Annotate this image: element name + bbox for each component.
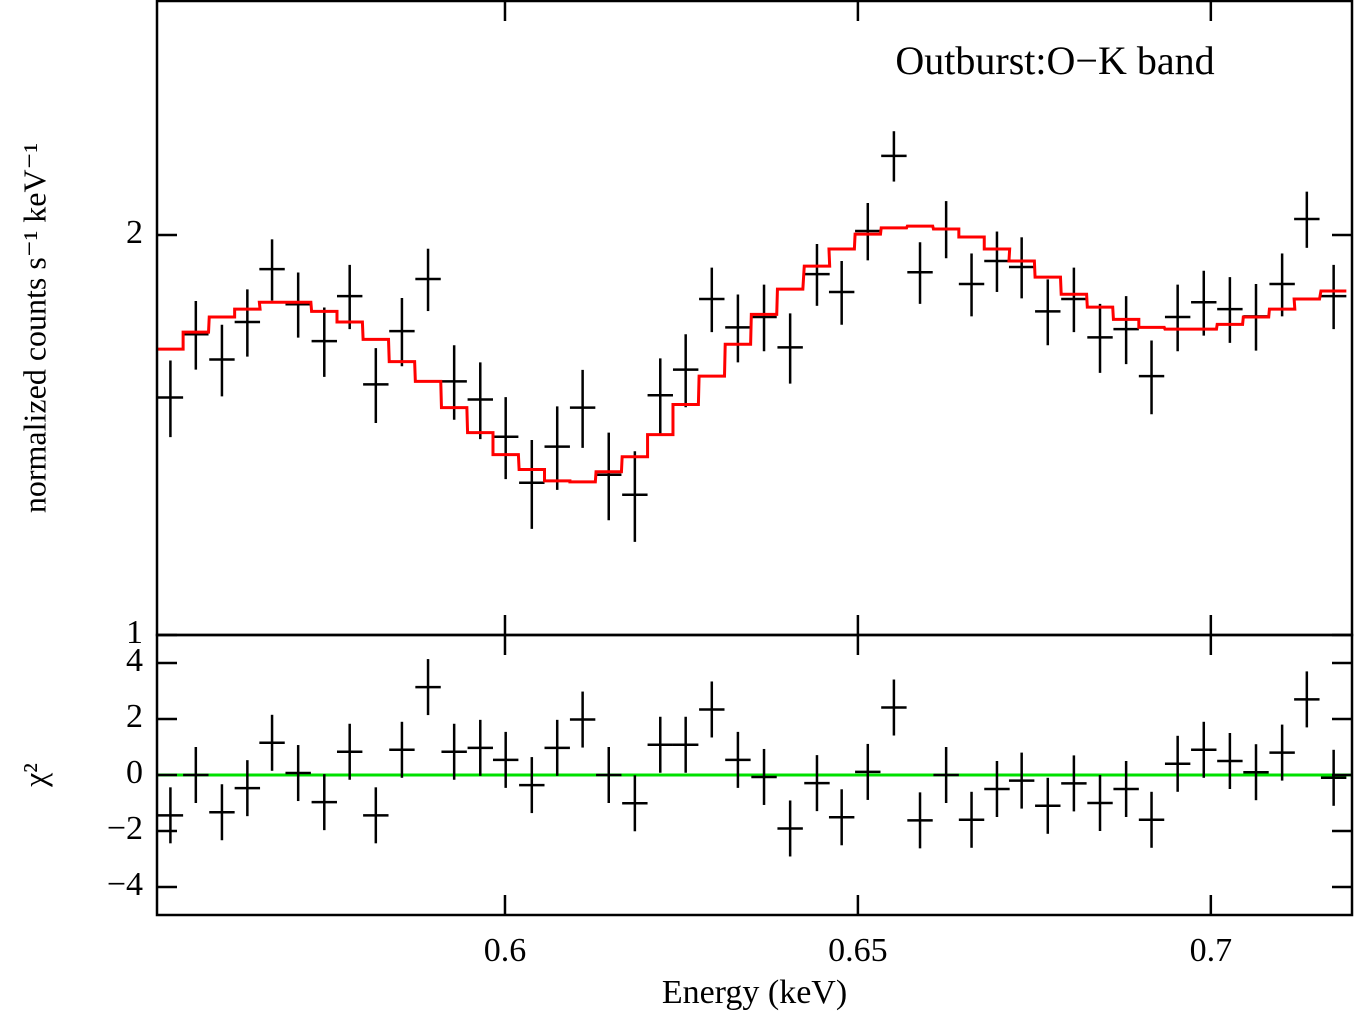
- y-tick-label: −2: [107, 810, 143, 847]
- x-tick-label: 0.7: [1190, 932, 1233, 969]
- y-axis-label: χ²: [16, 763, 52, 788]
- y-tick-label: 4: [126, 642, 143, 679]
- annotation: Outburst:O−K band: [895, 38, 1214, 83]
- y-axis-label: normalized counts s⁻¹ keV⁻¹: [16, 143, 52, 513]
- y-tick-label: −4: [107, 866, 143, 903]
- y-tick-label: 1: [126, 614, 143, 651]
- y-tick-label: 2: [126, 214, 143, 251]
- x-tick-label: 0.65: [828, 932, 888, 969]
- x-tick-label: 0.6: [484, 932, 527, 969]
- y-tick-label: 2: [126, 698, 143, 735]
- x-axis-label: Energy (keV): [662, 974, 847, 1011]
- model-step-line: [157, 224, 1347, 484]
- y-tick-label: 0: [126, 754, 143, 791]
